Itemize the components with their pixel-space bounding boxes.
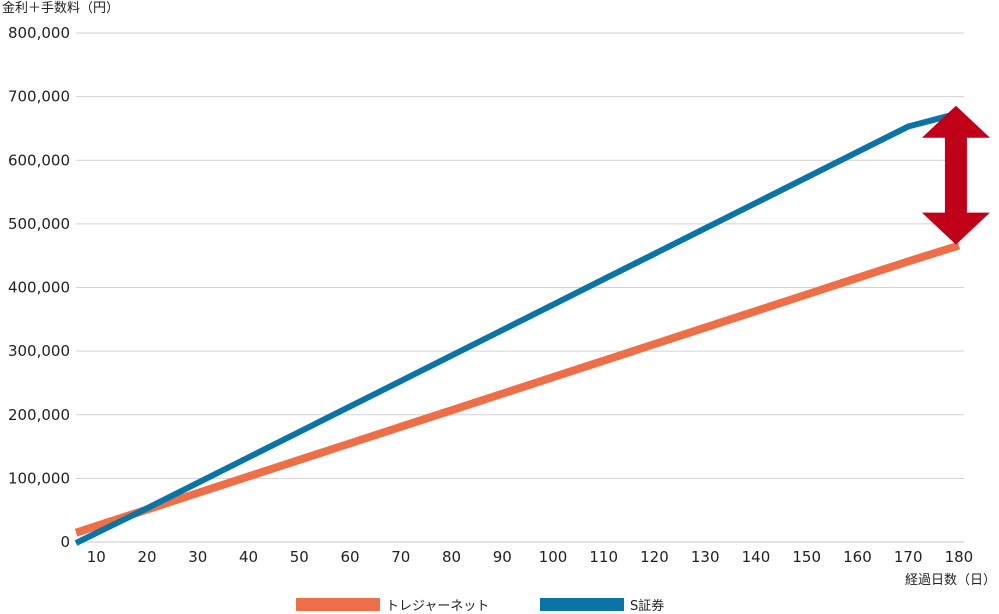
y-tick-label: 400,000 (8, 279, 70, 297)
x-tick-label: 60 (340, 548, 359, 566)
y-tick-label: 0 (60, 533, 70, 551)
x-tick-label: 30 (188, 548, 207, 566)
x-tick-label: 170 (894, 548, 923, 566)
legend-item-series-2: S証券 (540, 594, 664, 614)
series-line-1 (74, 241, 961, 537)
x-tick-label: 140 (742, 548, 771, 566)
x-tick-label: 130 (691, 548, 720, 566)
y-axis-title: 金利＋手数料（円） (2, 0, 119, 16)
x-tick-label: 70 (391, 548, 410, 566)
y-tick-label: 300,000 (8, 342, 70, 360)
x-tick-label: 40 (239, 548, 258, 566)
x-tick-label: 90 (493, 548, 512, 566)
y-tick-label: 200,000 (8, 406, 70, 424)
legend-swatch-series-2 (540, 597, 624, 611)
y-tick-labels: 0 100,000 200,000 300,000 400,000 500,000 600,… (8, 24, 70, 551)
x-tick-label: 150 (792, 548, 821, 566)
legend-label-series-2: S証券 (630, 598, 665, 614)
x-tick-label: 120 (640, 548, 669, 566)
legend: トレジャーネット S証券 (0, 594, 999, 614)
legend-swatch-series-1 (296, 597, 380, 611)
x-tick-label: 160 (843, 548, 872, 566)
y-tick-label: 500,000 (8, 215, 70, 233)
x-tick-label: 50 (290, 548, 309, 566)
x-tick-label: 100 (539, 548, 568, 566)
legend-label-series-1: トレジャーネット (386, 598, 490, 614)
x-tick-label: 180 (945, 548, 974, 566)
x-tick-labels: 10 20 30 40 50 60 70 80 90 100 110 120 130 140 150 160 1… (87, 548, 973, 566)
difference-arrow-icon (921, 105, 990, 245)
x-tick-label: 20 (137, 548, 156, 566)
double-arrow-shape (921, 105, 990, 245)
series-lines (74, 110, 961, 546)
y-tick-label: 700,000 (8, 88, 70, 106)
x-tick-label: 10 (87, 548, 106, 566)
y-tick-label: 600,000 (8, 151, 70, 169)
y-tick-label: 100,000 (8, 469, 70, 487)
y-tick-label: 800,000 (8, 24, 70, 42)
x-tick-label: 110 (589, 548, 618, 566)
x-tick-label: 80 (442, 548, 461, 566)
legend-item-series-1: トレジャーネット (296, 594, 489, 614)
x-axis-title: 経過日数（日） (905, 573, 996, 588)
gridlines (76, 32, 964, 543)
